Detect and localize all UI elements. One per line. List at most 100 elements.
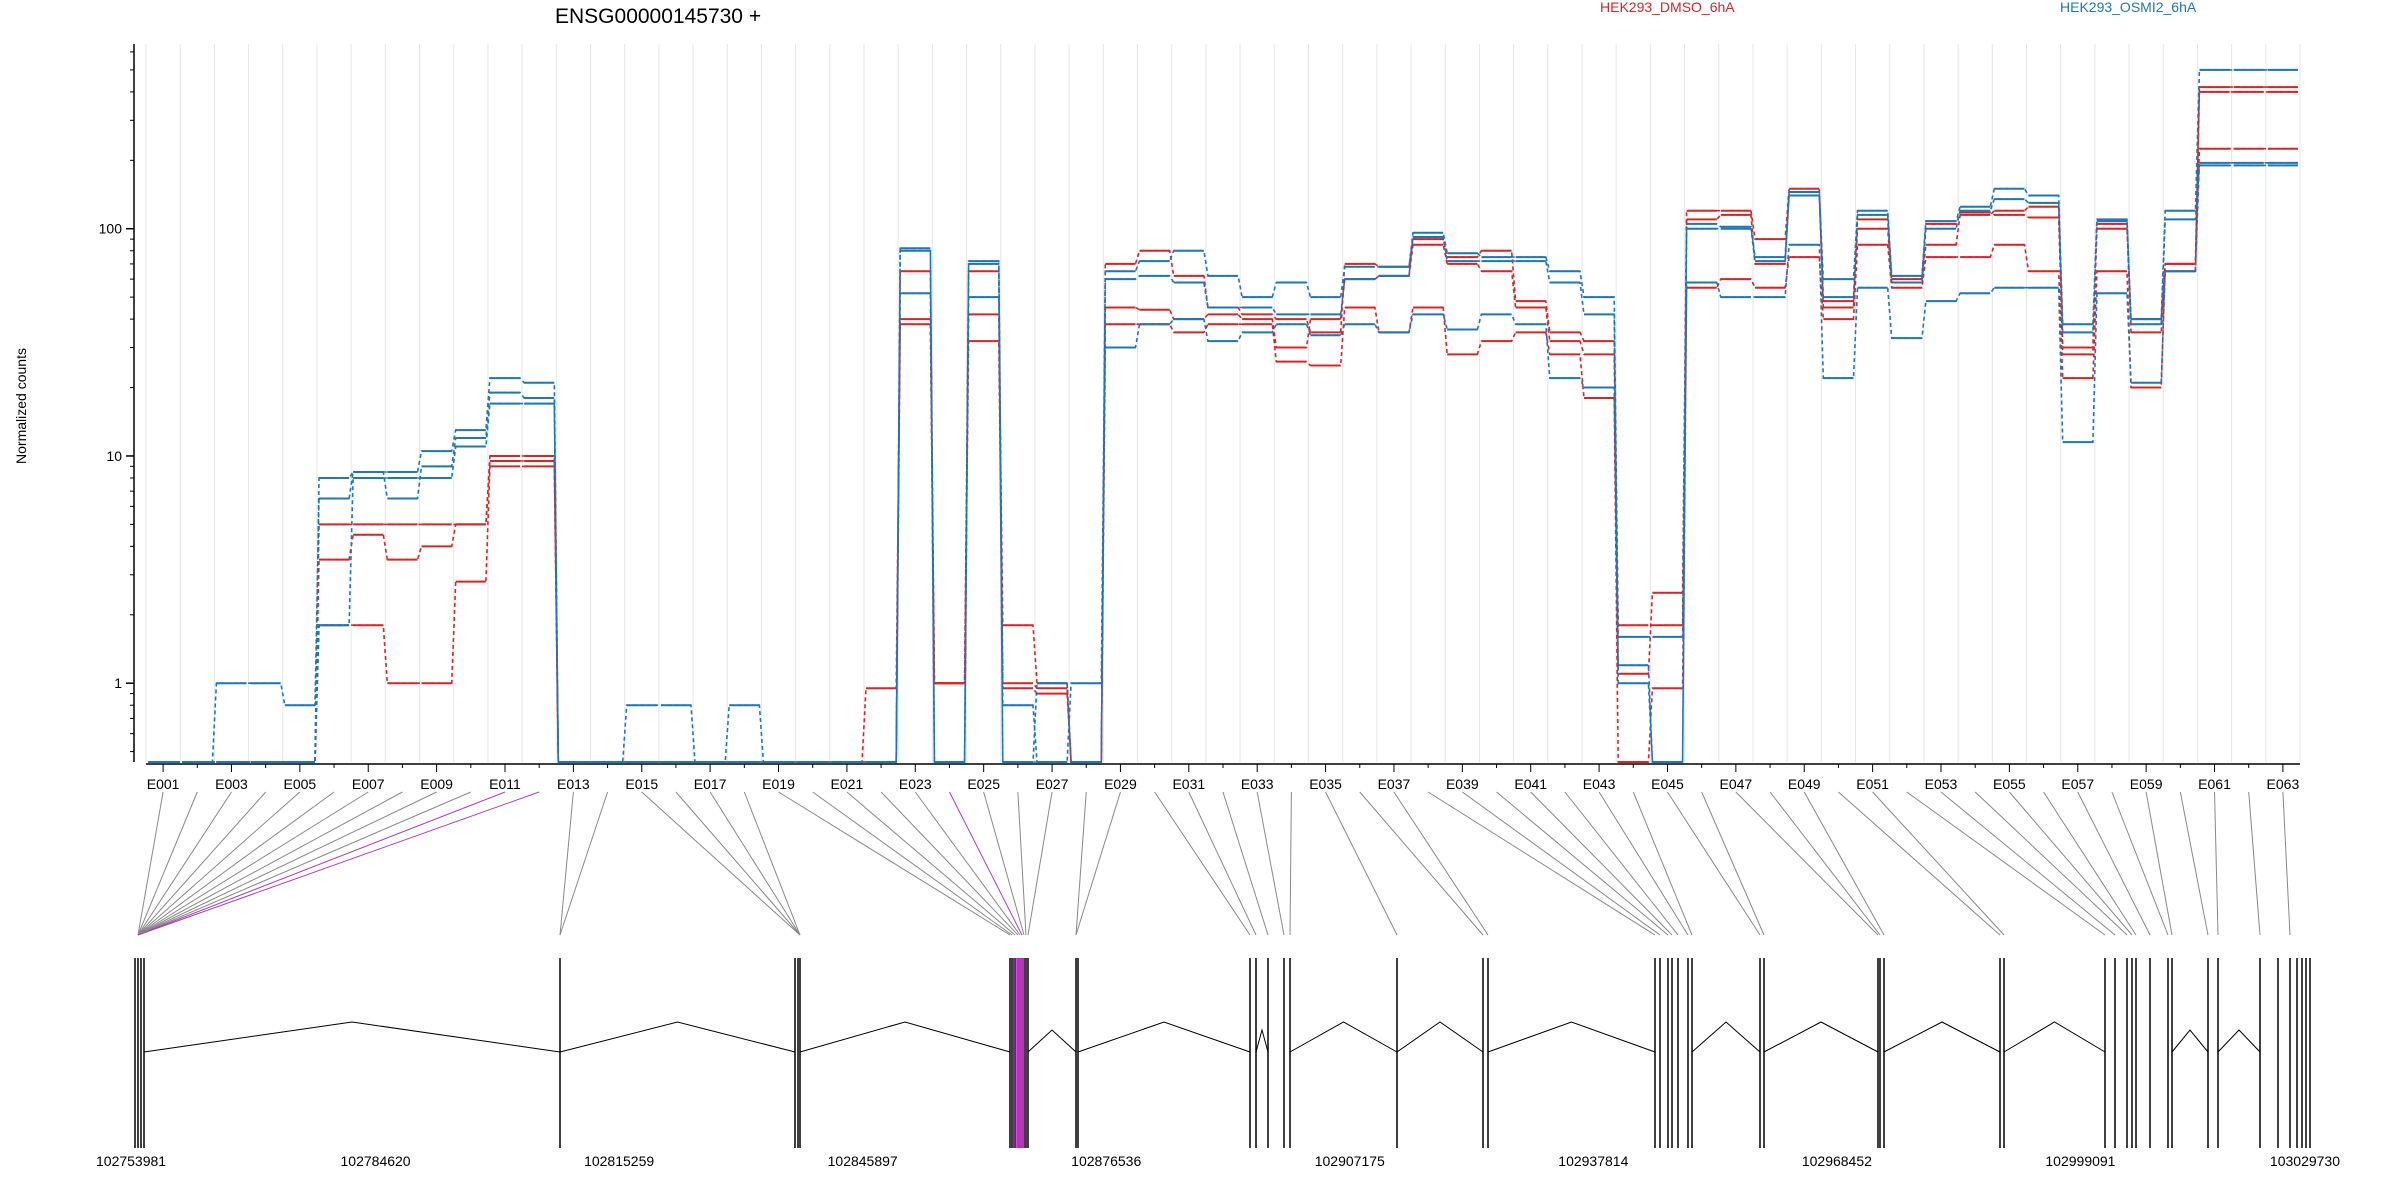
- exon-connector: [1564, 791, 1679, 936]
- intron-line: [2217, 1029, 2261, 1053]
- exon-connector: [559, 791, 609, 936]
- exon-connector: [1188, 791, 1257, 936]
- exon-connector: [1462, 791, 1661, 936]
- intron-line: [143, 1021, 561, 1053]
- exon-connector: [1598, 791, 1689, 936]
- exon-connector: [137, 791, 403, 936]
- exon-connector: [137, 791, 369, 936]
- exon-connector: [914, 791, 1021, 936]
- series-layer: [148, 68, 2298, 763]
- exon-connector: [2009, 791, 2133, 936]
- intron-line: [1027, 1029, 1077, 1053]
- exon-connector: [137, 791, 437, 936]
- intron-line: [2003, 1021, 2106, 1053]
- x-tick-label: E015: [625, 776, 658, 792]
- x-tick-label: E011: [489, 776, 521, 792]
- exon-connector: [1075, 791, 1121, 936]
- exon-connector: [1427, 791, 1656, 936]
- genomic-coordinate-label: 102876536: [1071, 1153, 1141, 1169]
- exon-connector: [641, 791, 801, 936]
- intron-line: [1487, 1021, 1656, 1053]
- x-tick-label: E031: [1172, 776, 1205, 792]
- exon-connector: [1027, 791, 1053, 936]
- exon-connector: [709, 791, 801, 936]
- x-tick-label: E063: [2267, 776, 2300, 792]
- y-tick-label: 100: [99, 221, 123, 237]
- exon-connector: [949, 791, 1023, 936]
- exon-connector: [1496, 791, 1669, 936]
- exon-connector: [846, 791, 1016, 936]
- intron-line: [1883, 1021, 2001, 1053]
- exon-connector: [1632, 791, 1693, 936]
- legend-osmi2: HEK293_OSMI2_6hA: [2060, 0, 2197, 15]
- exon-connector: [1906, 791, 2106, 936]
- x-tick-label: E055: [1993, 776, 2026, 792]
- exon-connector: [983, 791, 1025, 936]
- series-line: [148, 164, 2298, 763]
- x-tick-label: E005: [284, 776, 317, 792]
- x-tick-label: E053: [1925, 776, 1958, 792]
- x-tick-label: E001: [147, 776, 180, 792]
- exon-connector: [1735, 791, 1879, 936]
- exon-connector: [137, 791, 198, 936]
- exon-connector: [2043, 791, 2137, 936]
- exon-connector: [1803, 791, 1885, 936]
- y-axis-label: Normalized counts: [13, 348, 29, 464]
- x-tick-label: E057: [2061, 776, 2094, 792]
- exon-connector: [137, 791, 232, 936]
- x-tick-label: E059: [2130, 776, 2163, 792]
- series-path: [148, 147, 2298, 763]
- exon-connector: [1701, 791, 1765, 936]
- series-path: [148, 91, 2298, 763]
- x-tick-label: E041: [1514, 776, 1547, 792]
- chart-title: ENSG00000145730 +: [555, 5, 761, 28]
- intron-line: [1077, 1021, 1251, 1053]
- x-tick-label: E003: [215, 776, 248, 792]
- y-tick-label: 10: [106, 448, 122, 464]
- exon-connector: [137, 791, 506, 936]
- series-line: [148, 86, 2298, 763]
- x-tick-label: E029: [1104, 776, 1137, 792]
- exon-connector: [778, 791, 1011, 936]
- intron-line: [1255, 1028, 1269, 1053]
- x-tick-label: E013: [557, 776, 590, 792]
- exon-connector: [1872, 791, 2005, 936]
- exon-connector-lines: [137, 791, 2291, 936]
- x-tick-label: E061: [2198, 776, 2231, 792]
- series-path: [148, 86, 2298, 763]
- intron-line: [2171, 1029, 2209, 1053]
- exon-connector: [2145, 791, 2173, 936]
- exon-connector: [1974, 791, 2128, 936]
- exon-connector: [2248, 791, 2261, 936]
- exon-connector: [137, 791, 335, 936]
- highlighted-exon: [1016, 958, 1024, 1148]
- exon-connector: [2282, 791, 2291, 936]
- intron-line: [799, 1021, 1011, 1053]
- exon-connector: [137, 791, 267, 936]
- series-line: [148, 90, 2298, 763]
- exon-connector: [1325, 791, 1398, 936]
- series-path: [148, 162, 2298, 763]
- genomic-coordinate-label: 102845897: [828, 1153, 898, 1169]
- series-line: [148, 161, 2298, 763]
- x-tick-label: E009: [420, 776, 453, 792]
- x-tick-label: E025: [967, 776, 1000, 792]
- genomic-coordinate-label: 102937814: [1558, 1153, 1628, 1169]
- exon-connector: [1017, 791, 1027, 936]
- exon-connector: [1222, 791, 1269, 936]
- exon-connector: [2111, 791, 2169, 936]
- exon-connector: [1393, 791, 1489, 936]
- exon-connector: [1838, 791, 2001, 936]
- exon-connector: [743, 791, 801, 936]
- exon-connector: [675, 791, 801, 936]
- y-tick-label: 1: [114, 675, 122, 691]
- exon-connector: [1075, 791, 1087, 936]
- exon-connector: [559, 791, 574, 936]
- genomic-coordinate-label: 102815259: [584, 1153, 654, 1169]
- genomic-coordinate-label: 103029730: [2270, 1153, 2340, 1169]
- exon-connector: [1289, 791, 1292, 936]
- genomic-coordinate-label: 102999091: [2045, 1153, 2115, 1169]
- series-line: [148, 68, 2298, 763]
- series-line: [148, 147, 2298, 763]
